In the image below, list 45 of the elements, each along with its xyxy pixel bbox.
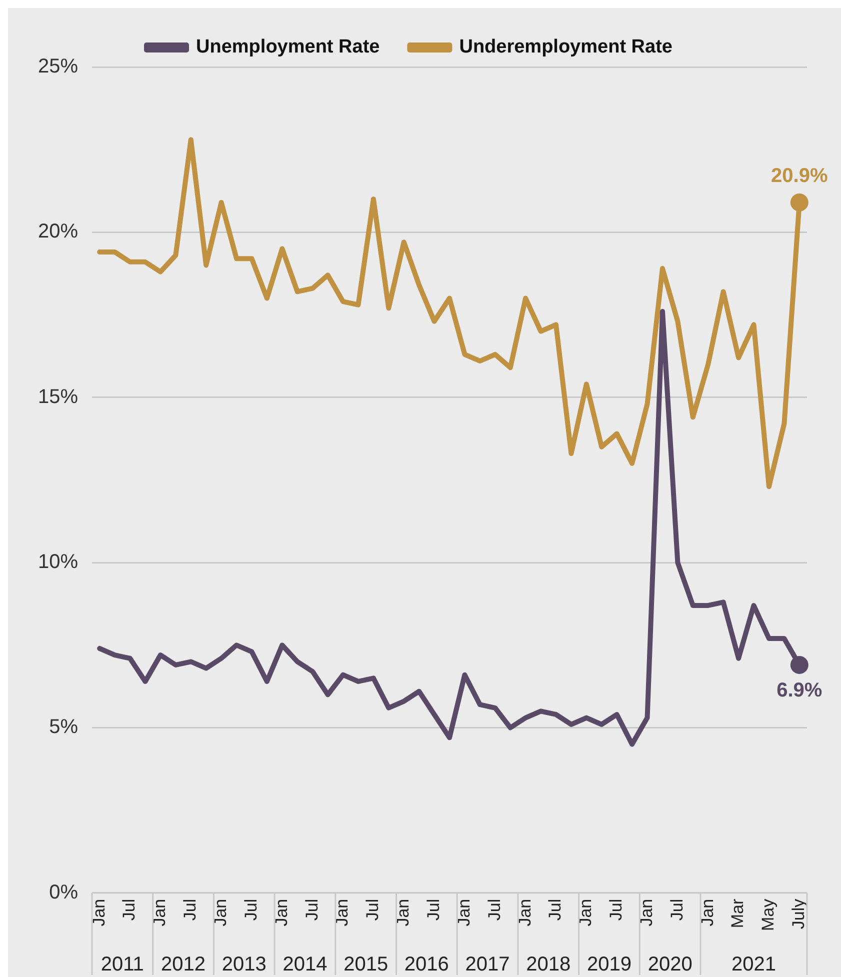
text: 2014	[282, 954, 328, 976]
y-tick-label: 5%	[49, 716, 78, 738]
x-tick-label: Jul	[180, 898, 200, 921]
x-tick-label: May	[758, 898, 778, 932]
x-tick-label: Jul	[120, 898, 139, 921]
x-tick-label: Jan	[454, 898, 474, 926]
x-tick-label: Jan	[272, 898, 291, 926]
x-tick-label: Jan	[394, 898, 413, 926]
text: 2013	[222, 954, 266, 976]
y-tick-label: 10%	[38, 551, 78, 574]
x-tick-label: Jul	[546, 898, 565, 921]
legend-label: Underemployment Rate	[459, 36, 672, 58]
x-tick-label: Jan	[698, 898, 717, 926]
text: 2018	[526, 954, 571, 976]
y-tick-label: 25%	[38, 56, 78, 78]
text: 2012	[161, 954, 206, 976]
text: 2021	[732, 954, 776, 976]
x-tick-label: Jan	[515, 898, 534, 926]
x-tick-label: Jul	[363, 898, 382, 921]
x-tick-label: Jul	[302, 898, 322, 921]
text: 2015	[344, 954, 388, 976]
x-tick-label: Mar	[728, 898, 748, 928]
legend-label: Unemployment Rate	[196, 36, 380, 58]
text: 2020	[648, 954, 692, 976]
x-tick-label: Jan	[332, 898, 352, 926]
text: 2019	[586, 954, 632, 976]
x-tick-label: Jul	[606, 898, 626, 921]
x-tick-label: Jan	[636, 898, 656, 926]
y-tick-label: 0%	[49, 881, 78, 904]
text: 2017	[465, 954, 510, 976]
data-label: 20.9%	[771, 164, 828, 187]
x-tick-label: Jul	[424, 898, 443, 921]
x-tick-label: Jul	[667, 898, 686, 921]
text: 2011	[100, 954, 144, 976]
x-tick-label: Jan	[89, 898, 108, 926]
x-tick-label: July	[789, 898, 808, 930]
x-tick-label: Jan	[150, 898, 170, 926]
x-tick-label: Jan	[576, 898, 596, 926]
y-tick-label: 20%	[38, 220, 78, 243]
x-tick-label: Jan	[210, 898, 230, 926]
x-tick-label: Jul	[484, 898, 504, 921]
data-label: 6.9%	[776, 679, 822, 702]
text: 2016	[404, 954, 449, 976]
x-tick-label: Jul	[241, 898, 260, 921]
y-tick-label: 15%	[38, 386, 78, 408]
